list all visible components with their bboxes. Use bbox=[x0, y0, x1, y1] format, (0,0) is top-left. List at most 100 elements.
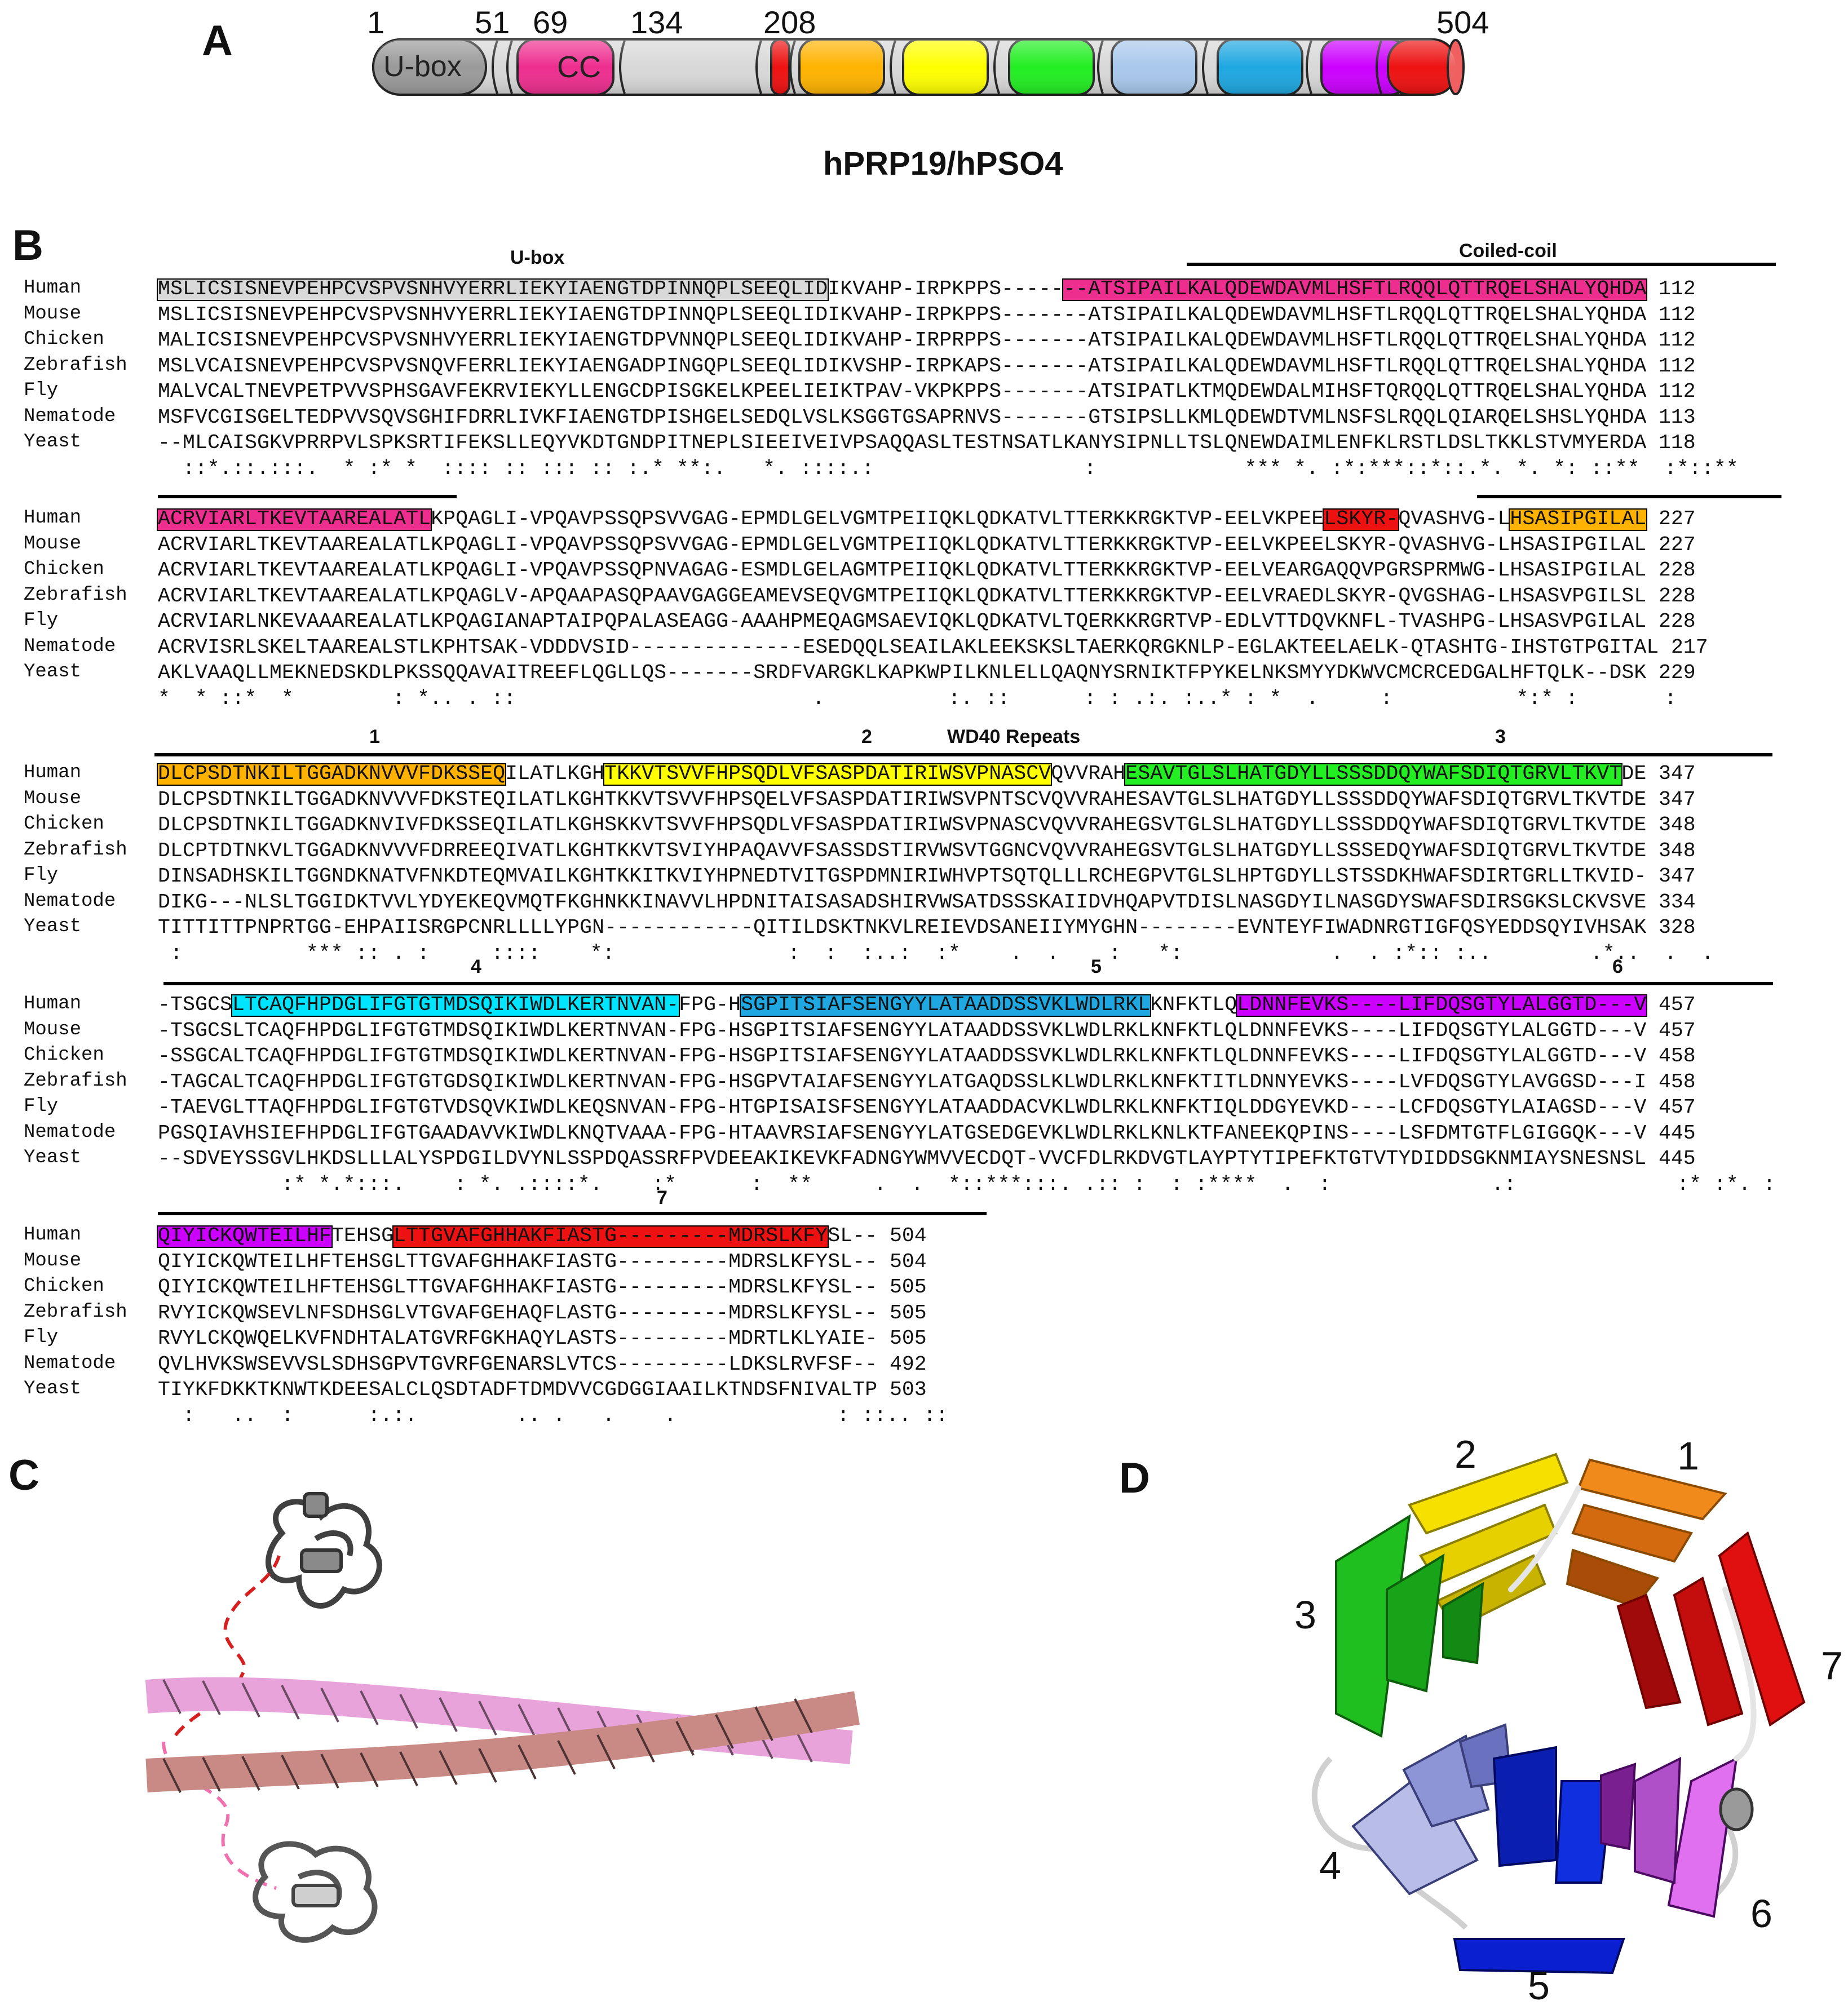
pos-208: 208 bbox=[763, 5, 816, 40]
domain-map-title: hPRP19/hPSO4 bbox=[823, 145, 1063, 182]
blade-7 bbox=[1616, 1531, 1806, 1727]
species-label: Fly bbox=[24, 1327, 59, 1348]
panel-b-letter: B bbox=[12, 222, 43, 269]
residue-number: 118 bbox=[1659, 431, 1696, 454]
coiled-coil-structure bbox=[145, 1492, 860, 1943]
species-label: Fly bbox=[24, 1096, 59, 1117]
species-label: Human bbox=[24, 762, 82, 783]
sequence-row: PGSQIAVHSIEFHPDGLIFGTGAADAVVKIWDLKNQTVAA… bbox=[158, 1121, 1647, 1145]
blade-3 bbox=[1335, 1514, 1484, 1738]
wd40-bar bbox=[154, 753, 1772, 756]
blade-label-1: 1 bbox=[1677, 1434, 1699, 1478]
species-label: Human bbox=[24, 993, 82, 1015]
helix-brown bbox=[145, 1691, 860, 1793]
species-label: Zebrafish bbox=[24, 584, 127, 606]
blade-label-5: 5 bbox=[1528, 1964, 1550, 2008]
residue-number: 347 bbox=[1659, 787, 1696, 811]
domain-highlight bbox=[1323, 508, 1399, 531]
residue-number: 457 bbox=[1659, 1096, 1696, 1119]
sequence-row: QVLHVKSWSEVVSLSDHSGPVTGVRFGENARSLVTCS---… bbox=[158, 1352, 878, 1376]
residue-number: 458 bbox=[1659, 1044, 1696, 1068]
species-label: Nematode bbox=[24, 1121, 116, 1143]
residue-number: 113 bbox=[1659, 405, 1696, 429]
species-label: Yeast bbox=[24, 1378, 82, 1400]
species-label: Yeast bbox=[24, 431, 82, 453]
domain-highlight bbox=[1124, 763, 1622, 786]
species-label: Nematode bbox=[24, 405, 116, 427]
sequence-row: RVYLCKQWQELKVFNDHTALATGVRFGKHAQYLASTS---… bbox=[158, 1327, 878, 1350]
pos-134: 134 bbox=[630, 5, 683, 40]
coiled-coil-bar bbox=[1187, 263, 1776, 266]
species-label: Mouse bbox=[24, 1250, 82, 1272]
residue-number: 458 bbox=[1659, 1070, 1696, 1093]
species-label: Fly bbox=[24, 610, 59, 631]
sequence-row: -TSGCSLTCAQFHPDGLIFGTGTMDSQIKIWDLKERTNVA… bbox=[158, 1019, 1647, 1042]
sequence-row: DINSADHSKILTGGNDKNATVFNKDTEQMVAILKGHTKKI… bbox=[158, 865, 1647, 888]
sequence-row: MALICSISNEVPEHPCVSPVSNHVYERRLIEKYIAENGTD… bbox=[158, 329, 1647, 352]
pos-1: 1 bbox=[367, 5, 385, 40]
wd40-propeller-structure bbox=[1311, 1453, 1806, 1974]
residue-number: 112 bbox=[1659, 303, 1696, 326]
residue-number: 347 bbox=[1659, 762, 1696, 785]
domain-highlight bbox=[157, 1225, 333, 1248]
blade-label-2: 2 bbox=[1454, 1432, 1476, 1476]
blade-label-3: 3 bbox=[1294, 1593, 1316, 1637]
species-label: Yeast bbox=[24, 1147, 82, 1168]
residue-number: 503 bbox=[890, 1378, 927, 1401]
residue-number: 445 bbox=[1659, 1121, 1696, 1145]
domain-highlight bbox=[1062, 278, 1647, 301]
pos-504: 504 bbox=[1436, 5, 1489, 40]
residue-number: 445 bbox=[1659, 1147, 1696, 1170]
residue-number: 505 bbox=[890, 1301, 927, 1325]
sequence-row: -TSGCSLTCAQFHPDGLIFGTGTMDSQIKIWDLKERTNVA… bbox=[158, 993, 1647, 1016]
domain-highlight bbox=[392, 1225, 829, 1248]
cc-label: CC bbox=[557, 50, 601, 84]
species-label: Nematode bbox=[24, 1352, 116, 1374]
sequence-row: ACRVIARLTKEVTAAREALATLKPQAGLI-VPQAVPSSQP… bbox=[158, 533, 1647, 556]
conservation-row: ::*.::.:::. * :* * :::: :: ::: :: :.* **… bbox=[158, 457, 1739, 480]
wd-repeat-5-label: 5 bbox=[1091, 956, 1102, 977]
sequence-row: DLCPSDTNKILTGGADKNVVVFDKSTEQILATLKGHTKKV… bbox=[158, 787, 1647, 811]
sequence-row: ACRVIARLTKEVTAAREALATLKPQAGLI-VPQAVPSSQP… bbox=[158, 559, 1647, 582]
conservation-row: : *** :: . : :::: *: : : :..: :* . . : *… bbox=[158, 941, 1714, 965]
coiled-coil-bar-2 bbox=[158, 495, 457, 498]
species-label: Fly bbox=[24, 865, 59, 886]
domain-highlight bbox=[603, 763, 1052, 786]
domain-highlight bbox=[157, 508, 432, 531]
blade-6 bbox=[1600, 1756, 1738, 1918]
sequence-row: MALVCALTNEVPETPVVSPHSGAVFEKRVIEKYLLENGCD… bbox=[158, 380, 1647, 403]
sequence-row: AKLVAAQLLMEKNEDSKDLPKSSQQAVAITREEFLQGLLQ… bbox=[158, 661, 1647, 684]
sequence-row: DLCPSDTNKILTGGADKNVIVFDKSSEQILATLKGHSKKV… bbox=[158, 813, 1647, 836]
sequence-row: QIYICKQWTEILHFTEHSGLTTGVAFGHHAKFIASTG---… bbox=[158, 1224, 878, 1247]
species-label: Zebrafish bbox=[24, 1070, 127, 1092]
sequence-row: -TAEVGLTTAQFHPDGLIFGTGTVDSQVKIWDLKEQSNVA… bbox=[158, 1096, 1647, 1119]
pos-51: 51 bbox=[475, 5, 510, 40]
species-label: Human bbox=[24, 1224, 82, 1246]
sequence-row: ACRVIARLNKEVAAAREALATLKPQAGIANAPTAIPQPAL… bbox=[158, 610, 1647, 633]
residue-number: 229 bbox=[1659, 661, 1696, 684]
residue-number: 112 bbox=[1659, 380, 1696, 403]
species-label: Mouse bbox=[24, 533, 82, 555]
wd-repeat-6-label: 6 bbox=[1612, 956, 1623, 977]
sequence-row: -SSGCALTCAQFHPDGLIFGTGTMDSQIKIWDLKERTNVA… bbox=[158, 1044, 1647, 1068]
wd-repeat-7-label: 7 bbox=[657, 1187, 667, 1208]
conservation-row: :* *.*:::. : *. .::::*. :* : ** . . *::*… bbox=[158, 1172, 1848, 1196]
domain-highlight bbox=[231, 994, 680, 1017]
wd-repeat-4-label: 4 bbox=[471, 956, 481, 977]
residue-number: 112 bbox=[1659, 277, 1696, 300]
wd40-bar-2 bbox=[163, 982, 1773, 985]
residue-number: 504 bbox=[890, 1224, 927, 1247]
coiled-coil-header: Coiled-coil bbox=[1459, 240, 1557, 262]
species-label: Chicken bbox=[24, 1044, 104, 1066]
residue-number: 457 bbox=[1659, 993, 1696, 1016]
residue-number: 334 bbox=[1659, 890, 1696, 914]
residue-number: 348 bbox=[1659, 839, 1696, 862]
domain-map bbox=[372, 38, 1465, 96]
domain-highlight bbox=[1236, 994, 1647, 1017]
conservation-row: * * ::* * : *.. . :: . :. :: : : .:. :..… bbox=[158, 687, 1677, 710]
species-label: Human bbox=[24, 507, 82, 529]
ubox-header: U-box bbox=[510, 247, 565, 268]
residue-number: 328 bbox=[1659, 916, 1696, 939]
pos-69: 69 bbox=[533, 5, 568, 40]
blade-4 bbox=[1351, 1723, 1513, 1896]
